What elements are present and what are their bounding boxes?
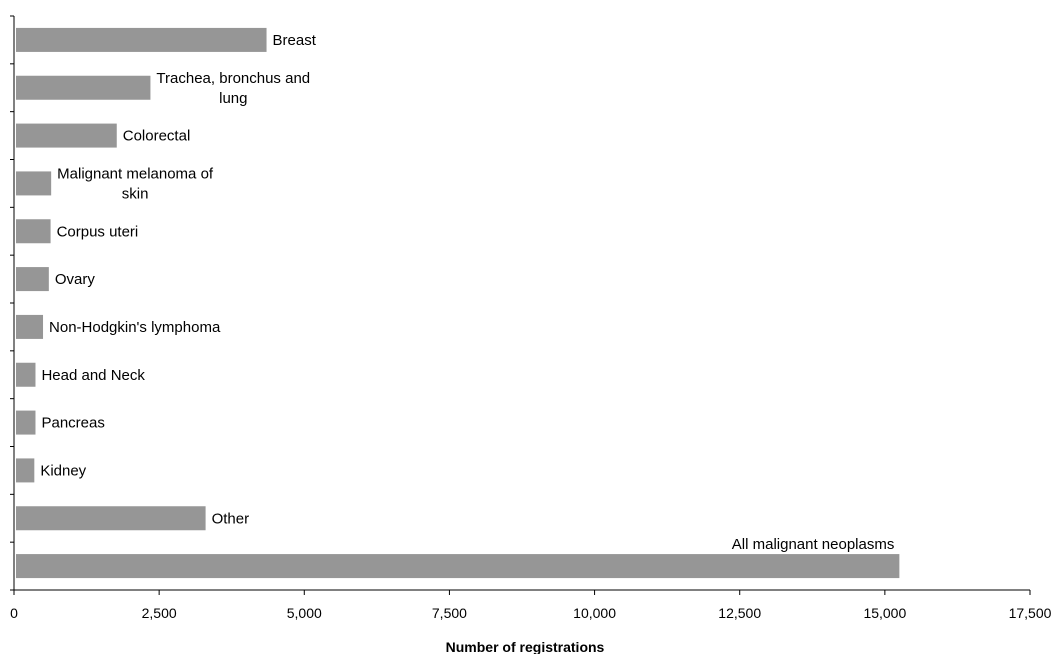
bar bbox=[16, 554, 900, 579]
bar bbox=[16, 362, 36, 387]
y-axis-ticks bbox=[10, 15, 14, 591]
bar-label: Corpus uteri bbox=[57, 223, 139, 240]
bar bbox=[16, 410, 36, 435]
bar-label: Other bbox=[212, 510, 250, 527]
x-tick-label: 7,500 bbox=[432, 605, 467, 621]
bar-label: Ovary bbox=[55, 271, 96, 288]
bar-label: Pancreas bbox=[41, 415, 104, 432]
bar bbox=[16, 27, 267, 52]
x-tick-label: 0 bbox=[10, 605, 18, 621]
bar-label: Breast bbox=[273, 32, 317, 49]
bar-label: Kidney bbox=[40, 462, 86, 479]
x-axis-ticks: 0 2,500 5,000 7,500 10,000 12,500 15,000 17,500 bbox=[10, 590, 1052, 621]
bar bbox=[16, 219, 51, 244]
bar-label: Malignant melanoma of skin bbox=[57, 165, 214, 202]
x-tick-label: 17,500 bbox=[1009, 605, 1052, 621]
bar-label: Non-Hodgkin's lymphoma bbox=[49, 319, 221, 336]
bar bbox=[16, 506, 206, 531]
bar-labels: Breast Trachea, bronchus and lung Colorecta… bbox=[40, 32, 894, 553]
bar-label: Trachea, bronchus and lung bbox=[156, 70, 310, 107]
bars bbox=[16, 27, 900, 579]
x-tick-label: 10,000 bbox=[573, 605, 616, 621]
bar bbox=[16, 267, 49, 292]
bar bbox=[16, 171, 52, 196]
x-axis-title: Number of registrations bbox=[446, 639, 605, 654]
bar bbox=[16, 123, 117, 148]
bar bbox=[16, 458, 35, 483]
x-tick-label: 12,500 bbox=[718, 605, 761, 621]
bar-label: All malignant neoplasms bbox=[732, 536, 895, 553]
bar-label: Head and Neck bbox=[41, 367, 145, 384]
x-tick-label: 15,000 bbox=[863, 605, 906, 621]
bar-label: Colorectal bbox=[123, 128, 191, 145]
x-tick-label: 5,000 bbox=[287, 605, 322, 621]
x-tick-label: 2,500 bbox=[142, 605, 177, 621]
bar bbox=[16, 314, 44, 339]
bar bbox=[16, 75, 151, 100]
